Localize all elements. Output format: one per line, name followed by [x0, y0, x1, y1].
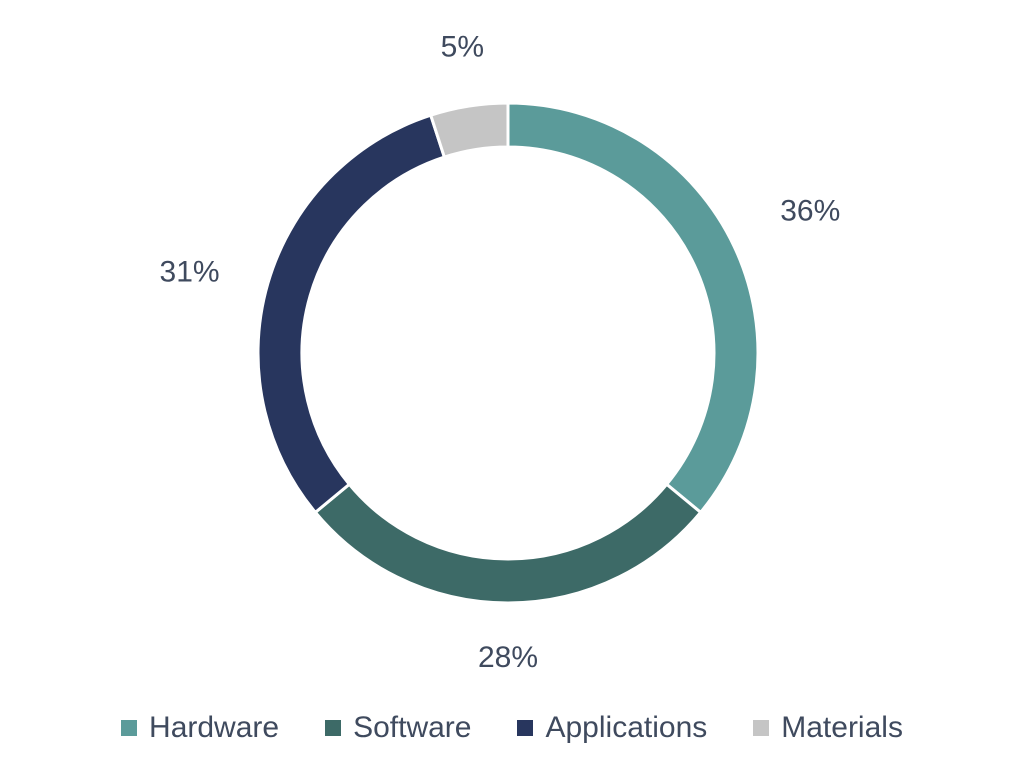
slices-group: [256, 101, 760, 605]
data-label-software: 28%: [478, 641, 538, 674]
slice-materials: [428, 101, 510, 159]
legend-label: Hardware: [149, 711, 280, 744]
legend-item-applications: Applications: [517, 711, 707, 745]
legend-swatch: [121, 720, 138, 736]
slice-hardware: [506, 101, 760, 515]
legend-item-hardware: Hardware: [121, 711, 279, 745]
legend-swatch: [517, 720, 534, 736]
legend-swatch: [753, 720, 770, 736]
legend-label: Materials: [781, 711, 903, 744]
data-label-hardware: 36%: [780, 195, 840, 228]
legend-item-materials: Materials: [753, 711, 903, 745]
legend-label: Applications: [545, 711, 708, 744]
data-label-materials: 5%: [441, 31, 484, 64]
slice-applications: [256, 113, 447, 515]
data-labels-group: 36% 28% 31% 5%: [160, 31, 841, 674]
legend-item-software: Software: [325, 711, 471, 745]
legend-swatch: [325, 720, 342, 736]
slice-software: [313, 482, 703, 605]
legend-label: Software: [353, 711, 472, 744]
legend: Hardware Software Applications Materials: [0, 700, 1024, 756]
data-label-applications: 31%: [160, 256, 220, 289]
